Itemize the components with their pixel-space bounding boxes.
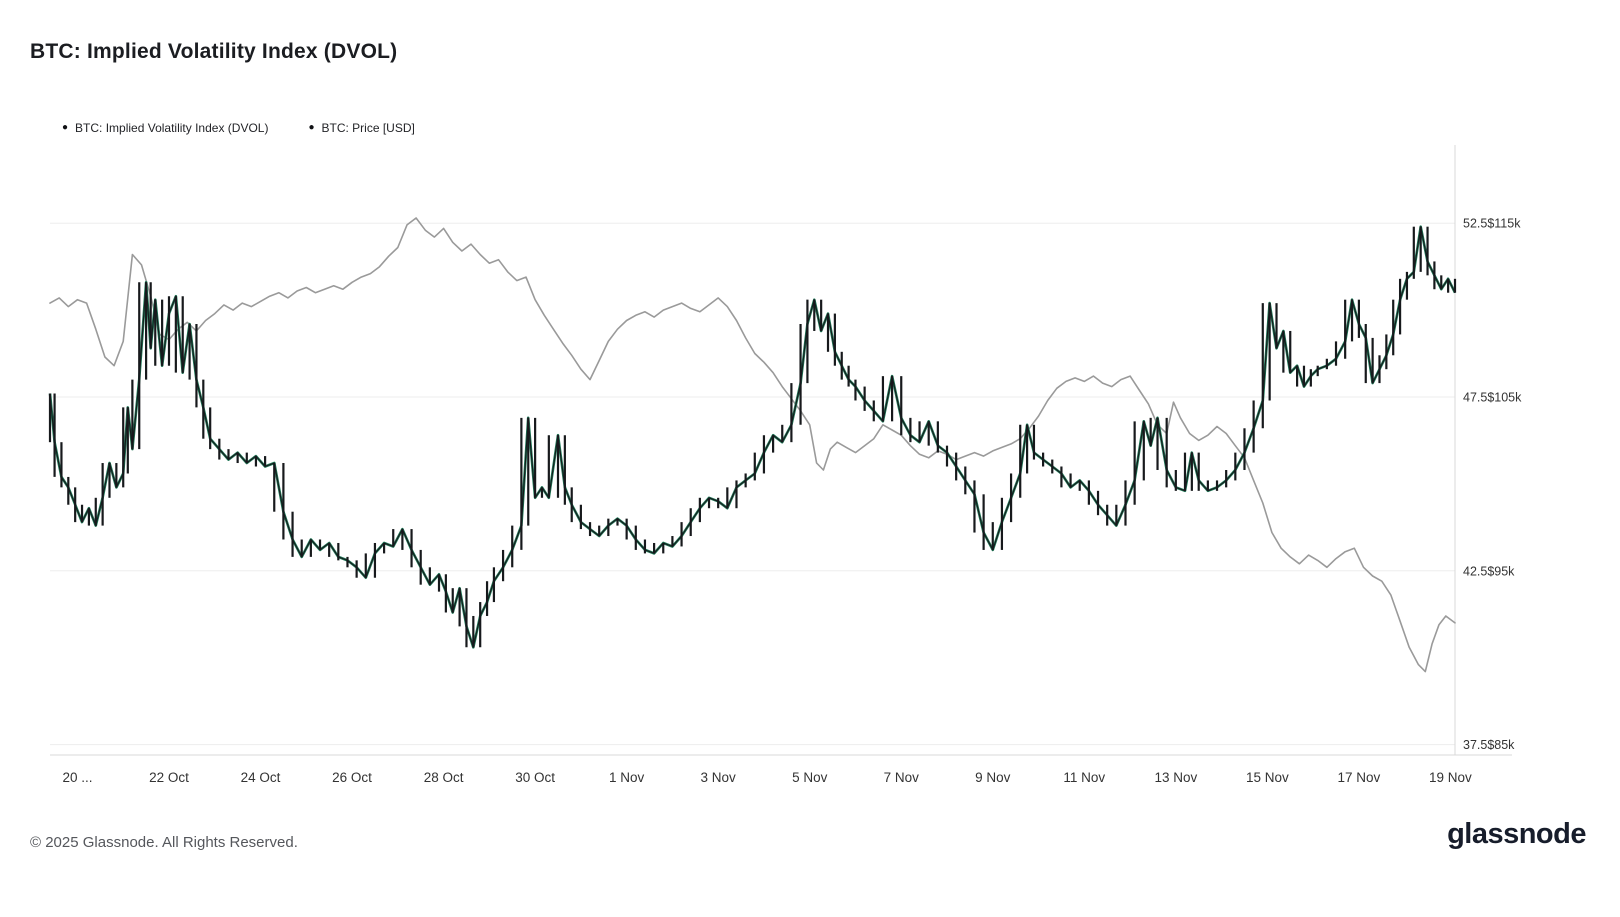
x-axis-label: 28 Oct <box>424 770 464 785</box>
x-axis-label: 22 Oct <box>149 770 189 785</box>
glassnode-logo: glassnode <box>1447 818 1586 850</box>
x-axis-label: 19 Nov <box>1429 770 1472 785</box>
legend-dot-icon: ● <box>62 122 69 133</box>
copyright-text: © 2025 Glassnode. All Rights Reserved. <box>30 834 298 851</box>
chart-legend: ● BTC: Implied Volatility Index (DVOL) ●… <box>62 121 415 135</box>
x-axis-label: 20 ... <box>62 770 92 785</box>
page-title: BTC: Implied Volatility Index (DVOL) <box>30 40 398 63</box>
x-axis-label: 30 Oct <box>515 770 555 785</box>
legend-item-dvol[interactable]: ● BTC: Implied Volatility Index (DVOL) <box>62 121 268 135</box>
x-axis-label: 7 Nov <box>884 770 920 785</box>
x-axis-label: 9 Nov <box>975 770 1011 785</box>
y-axis-label: 37.5$85k <box>1463 738 1515 752</box>
legend-item-price[interactable]: ● BTC: Price [USD] <box>308 121 414 135</box>
legend-label: BTC: Price [USD] <box>321 121 415 135</box>
y-axis-label: 52.5$115k <box>1463 217 1521 231</box>
x-axis-label: 17 Nov <box>1338 770 1381 785</box>
x-axis-label: 1 Nov <box>609 770 645 785</box>
legend-dot-icon: ● <box>308 122 315 133</box>
y-axis-label: 47.5$105k <box>1463 390 1522 404</box>
y-axis-label: 42.5$95k <box>1463 564 1515 578</box>
x-axis-label: 24 Oct <box>241 770 281 785</box>
x-axis-label: 13 Nov <box>1154 770 1197 785</box>
x-axis-label: 26 Oct <box>332 770 372 785</box>
legend-label: BTC: Implied Volatility Index (DVOL) <box>75 121 269 135</box>
x-axis-label: 3 Nov <box>701 770 737 785</box>
x-axis-label: 5 Nov <box>792 770 828 785</box>
price-series-line[interactable] <box>49 217 1456 673</box>
x-axis-label: 15 Nov <box>1246 770 1289 785</box>
x-axis-label: 11 Nov <box>1063 770 1105 785</box>
dvol-series-line[interactable] <box>49 226 1456 648</box>
